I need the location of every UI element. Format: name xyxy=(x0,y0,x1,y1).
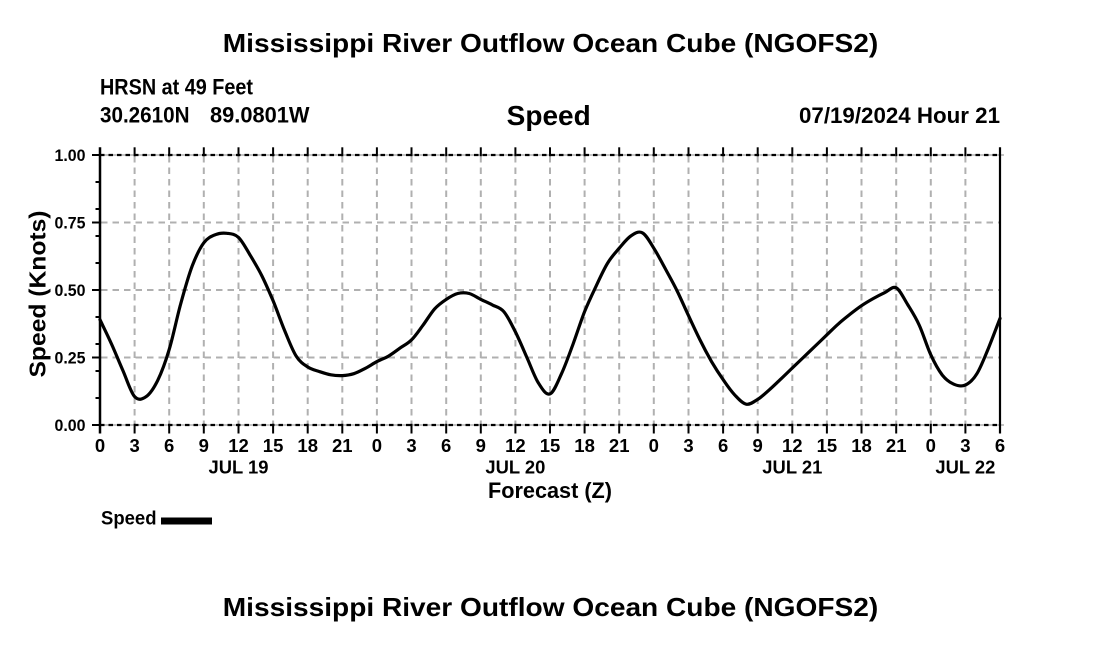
svg-text:JUL 22: JUL 22 xyxy=(935,458,995,478)
svg-text:12: 12 xyxy=(505,435,526,456)
svg-text:6: 6 xyxy=(995,435,1005,456)
svg-text:Mississippi River Outflow Ocea: Mississippi River Outflow Ocean Cube (NG… xyxy=(223,592,879,622)
svg-text:07/19/2024 Hour 21: 07/19/2024 Hour 21 xyxy=(799,103,1000,128)
svg-text:0: 0 xyxy=(926,435,936,456)
svg-text:0.75: 0.75 xyxy=(55,214,86,233)
svg-text:15: 15 xyxy=(540,435,561,456)
svg-text:3: 3 xyxy=(129,435,139,456)
svg-text:15: 15 xyxy=(263,435,284,456)
svg-text:9: 9 xyxy=(753,435,763,456)
svg-text:JUL 20: JUL 20 xyxy=(485,458,545,478)
svg-text:JUL 19: JUL 19 xyxy=(209,458,269,478)
svg-text:JUL 21: JUL 21 xyxy=(762,458,822,478)
svg-text:18: 18 xyxy=(297,435,318,456)
svg-text:89.0801W: 89.0801W xyxy=(210,103,310,128)
svg-text:HRSN at 49 Feet: HRSN at 49 Feet xyxy=(100,75,254,100)
svg-text:0: 0 xyxy=(372,435,382,456)
svg-text:9: 9 xyxy=(476,435,486,456)
svg-text:6: 6 xyxy=(164,435,174,456)
svg-text:12: 12 xyxy=(228,435,249,456)
svg-text:3: 3 xyxy=(683,435,693,456)
svg-text:0.50: 0.50 xyxy=(55,281,86,300)
svg-text:15: 15 xyxy=(817,435,838,456)
svg-text:0.00: 0.00 xyxy=(55,416,86,435)
svg-text:0: 0 xyxy=(95,435,105,456)
svg-text:21: 21 xyxy=(886,435,907,456)
svg-text:Forecast (Z): Forecast (Z) xyxy=(488,478,612,503)
svg-text:18: 18 xyxy=(574,435,595,456)
svg-text:6: 6 xyxy=(441,435,451,456)
svg-text:9: 9 xyxy=(199,435,209,456)
svg-text:18: 18 xyxy=(851,435,872,456)
svg-text:21: 21 xyxy=(609,435,630,456)
svg-text:1.00: 1.00 xyxy=(55,146,86,165)
svg-text:12: 12 xyxy=(782,435,803,456)
svg-text:Mississippi River Outflow Ocea: Mississippi River Outflow Ocean Cube (NG… xyxy=(223,28,879,58)
svg-text:21: 21 xyxy=(332,435,353,456)
svg-text:0: 0 xyxy=(649,435,659,456)
svg-text:6: 6 xyxy=(718,435,728,456)
svg-text:0.25: 0.25 xyxy=(55,349,86,368)
svg-text:30.2610N: 30.2610N xyxy=(100,103,190,128)
svg-text:Speed: Speed xyxy=(507,100,591,131)
svg-text:Speed: Speed xyxy=(101,509,157,530)
svg-text:3: 3 xyxy=(960,435,970,456)
svg-text:3: 3 xyxy=(406,435,416,456)
svg-text:Speed (Knots): Speed (Knots) xyxy=(25,211,51,378)
